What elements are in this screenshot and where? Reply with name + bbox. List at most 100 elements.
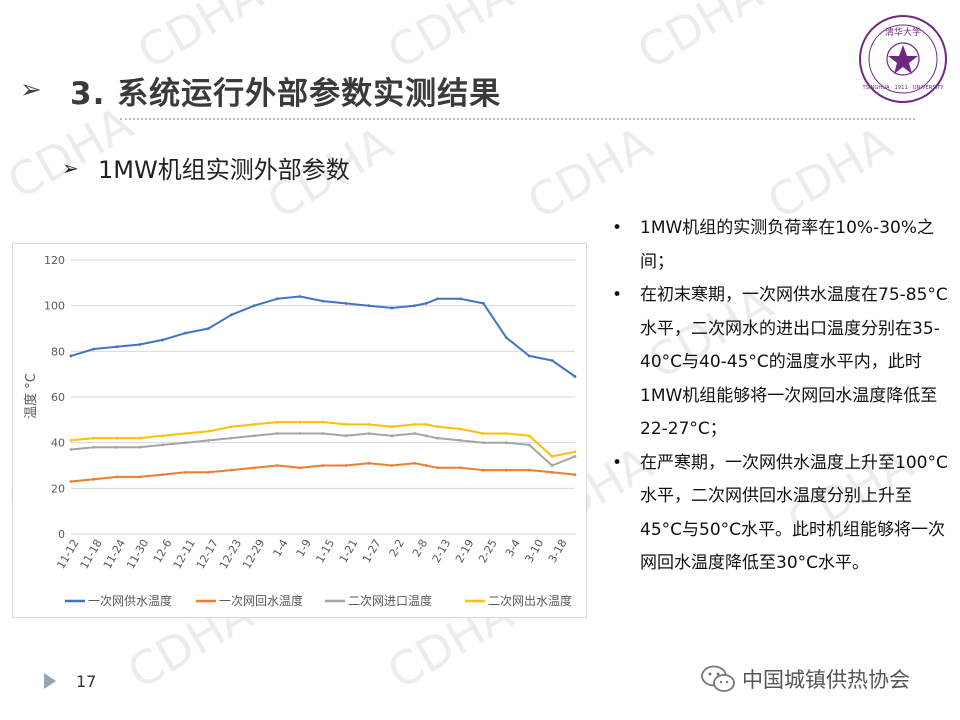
data-point xyxy=(252,423,256,426)
y-tick-label: 20 xyxy=(51,482,65,495)
watermark-text: CDHA xyxy=(629,0,772,80)
x-tick-label: 1-27 xyxy=(360,537,384,565)
section-subtitle: ➢ 1MW机组实测外部参数 xyxy=(62,150,350,185)
data-point xyxy=(321,432,325,435)
data-point xyxy=(298,295,302,298)
data-point xyxy=(527,443,531,447)
finding-item: • 1MW机组的实测负荷率在10%-30%之间； xyxy=(612,212,952,279)
legend-label: 一次网供水温度 xyxy=(88,593,172,608)
data-point xyxy=(424,434,428,438)
bullet-dot: • xyxy=(612,218,623,238)
x-tick-label: 12-17 xyxy=(194,537,221,571)
x-tick-label: 2-2 xyxy=(387,537,407,559)
finding-text: 在严寒期，一次网供水温度上升至100°C水平，二次网供回水温度分别上升至45°C… xyxy=(640,452,948,574)
data-point xyxy=(413,423,417,426)
y-tick-label: 120 xyxy=(44,254,65,267)
section-subtitle-text: 1MW机组实测外部参数 xyxy=(98,156,350,184)
page-number: 17 xyxy=(76,672,97,691)
x-tick-label: 11-18 xyxy=(78,537,105,571)
arrow-right-icon: ➢ xyxy=(62,155,79,180)
finding-item: • 在初末寒期，一次网供水温度在75-85°C水平，二次网水的进出口温度分别在35… xyxy=(612,279,952,447)
data-point xyxy=(367,304,371,308)
data-point xyxy=(573,473,577,477)
org-signature: 中国城镇供热协会 xyxy=(700,664,910,694)
data-point xyxy=(298,432,302,435)
x-tick-label: 12-29 xyxy=(240,537,267,571)
data-point xyxy=(92,436,96,440)
data-point xyxy=(138,343,142,346)
data-point xyxy=(527,354,531,358)
data-point xyxy=(527,434,531,438)
data-point xyxy=(459,427,462,431)
data-point xyxy=(436,436,439,440)
legend-label: 二次网出水温度 xyxy=(488,593,572,608)
data-point xyxy=(367,423,371,426)
finding-text: 在初末寒期，一次网供水温度在75-85°C水平，二次网水的进出口温度分别在35-… xyxy=(640,285,948,439)
data-point xyxy=(367,461,371,465)
data-point xyxy=(550,454,554,458)
data-point xyxy=(229,425,233,429)
data-point xyxy=(344,423,348,426)
data-point xyxy=(138,445,142,449)
data-point xyxy=(115,345,119,349)
data-point xyxy=(92,347,96,351)
data-point xyxy=(413,432,417,435)
data-point xyxy=(252,434,256,438)
slide-title-text: 3. 系统运行外部参数实测结果 xyxy=(70,75,502,112)
x-tick-label: 1-4 xyxy=(270,537,290,559)
footer-triangle-icon xyxy=(44,673,56,689)
data-point xyxy=(436,425,439,429)
legend-label: 二次网进口温度 xyxy=(348,593,432,608)
data-point xyxy=(504,336,508,340)
bullet-dot: • xyxy=(612,452,623,473)
x-tick-label: 3-18 xyxy=(546,537,570,565)
logo-text-ring: TSINGHUA · 1911 · UNIVERSITY xyxy=(861,85,944,91)
data-point xyxy=(481,441,485,445)
data-point xyxy=(161,434,165,438)
data-point xyxy=(275,464,279,467)
x-tick-label: 2-25 xyxy=(476,537,500,565)
data-point xyxy=(573,454,577,458)
data-point xyxy=(229,468,233,472)
data-point xyxy=(390,434,394,438)
x-tick-label: 3-4 xyxy=(503,537,523,559)
temperature-chart: 0 20 40 60 80 100 120 11-12 11-18 11-24 11-30 12-6… xyxy=(12,243,587,618)
data-point xyxy=(321,420,325,424)
series-line xyxy=(70,295,576,378)
data-point xyxy=(550,464,554,467)
data-point xyxy=(344,464,348,467)
data-point xyxy=(184,441,187,445)
slide-title: ➢ 3. 系统运行外部参数实测结果 xyxy=(20,68,501,112)
arrow-right-icon: ➢ xyxy=(20,75,42,105)
data-point xyxy=(115,445,119,449)
data-point xyxy=(275,297,279,301)
data-point xyxy=(413,461,417,465)
data-point xyxy=(207,470,210,474)
data-point xyxy=(344,434,348,438)
data-point xyxy=(184,470,187,474)
data-point xyxy=(424,423,428,426)
data-point xyxy=(229,313,233,317)
data-point xyxy=(298,420,302,424)
series-line xyxy=(70,432,576,467)
data-point xyxy=(207,438,210,442)
data-point xyxy=(184,432,187,435)
data-point xyxy=(161,443,165,447)
bullet-dot: • xyxy=(612,285,623,305)
data-point xyxy=(161,338,165,342)
data-point xyxy=(184,331,187,335)
series-line xyxy=(70,462,576,483)
data-point xyxy=(229,436,233,440)
data-point xyxy=(252,466,256,470)
data-point xyxy=(161,473,165,477)
y-tick-label: 0 xyxy=(58,528,65,541)
data-point xyxy=(550,359,554,362)
series-line xyxy=(70,421,576,458)
data-point xyxy=(573,450,577,454)
y-axis-label: 温度 °C xyxy=(23,373,39,419)
data-point xyxy=(92,445,96,449)
data-point xyxy=(481,301,485,305)
data-point xyxy=(459,297,462,301)
data-point xyxy=(527,468,531,472)
